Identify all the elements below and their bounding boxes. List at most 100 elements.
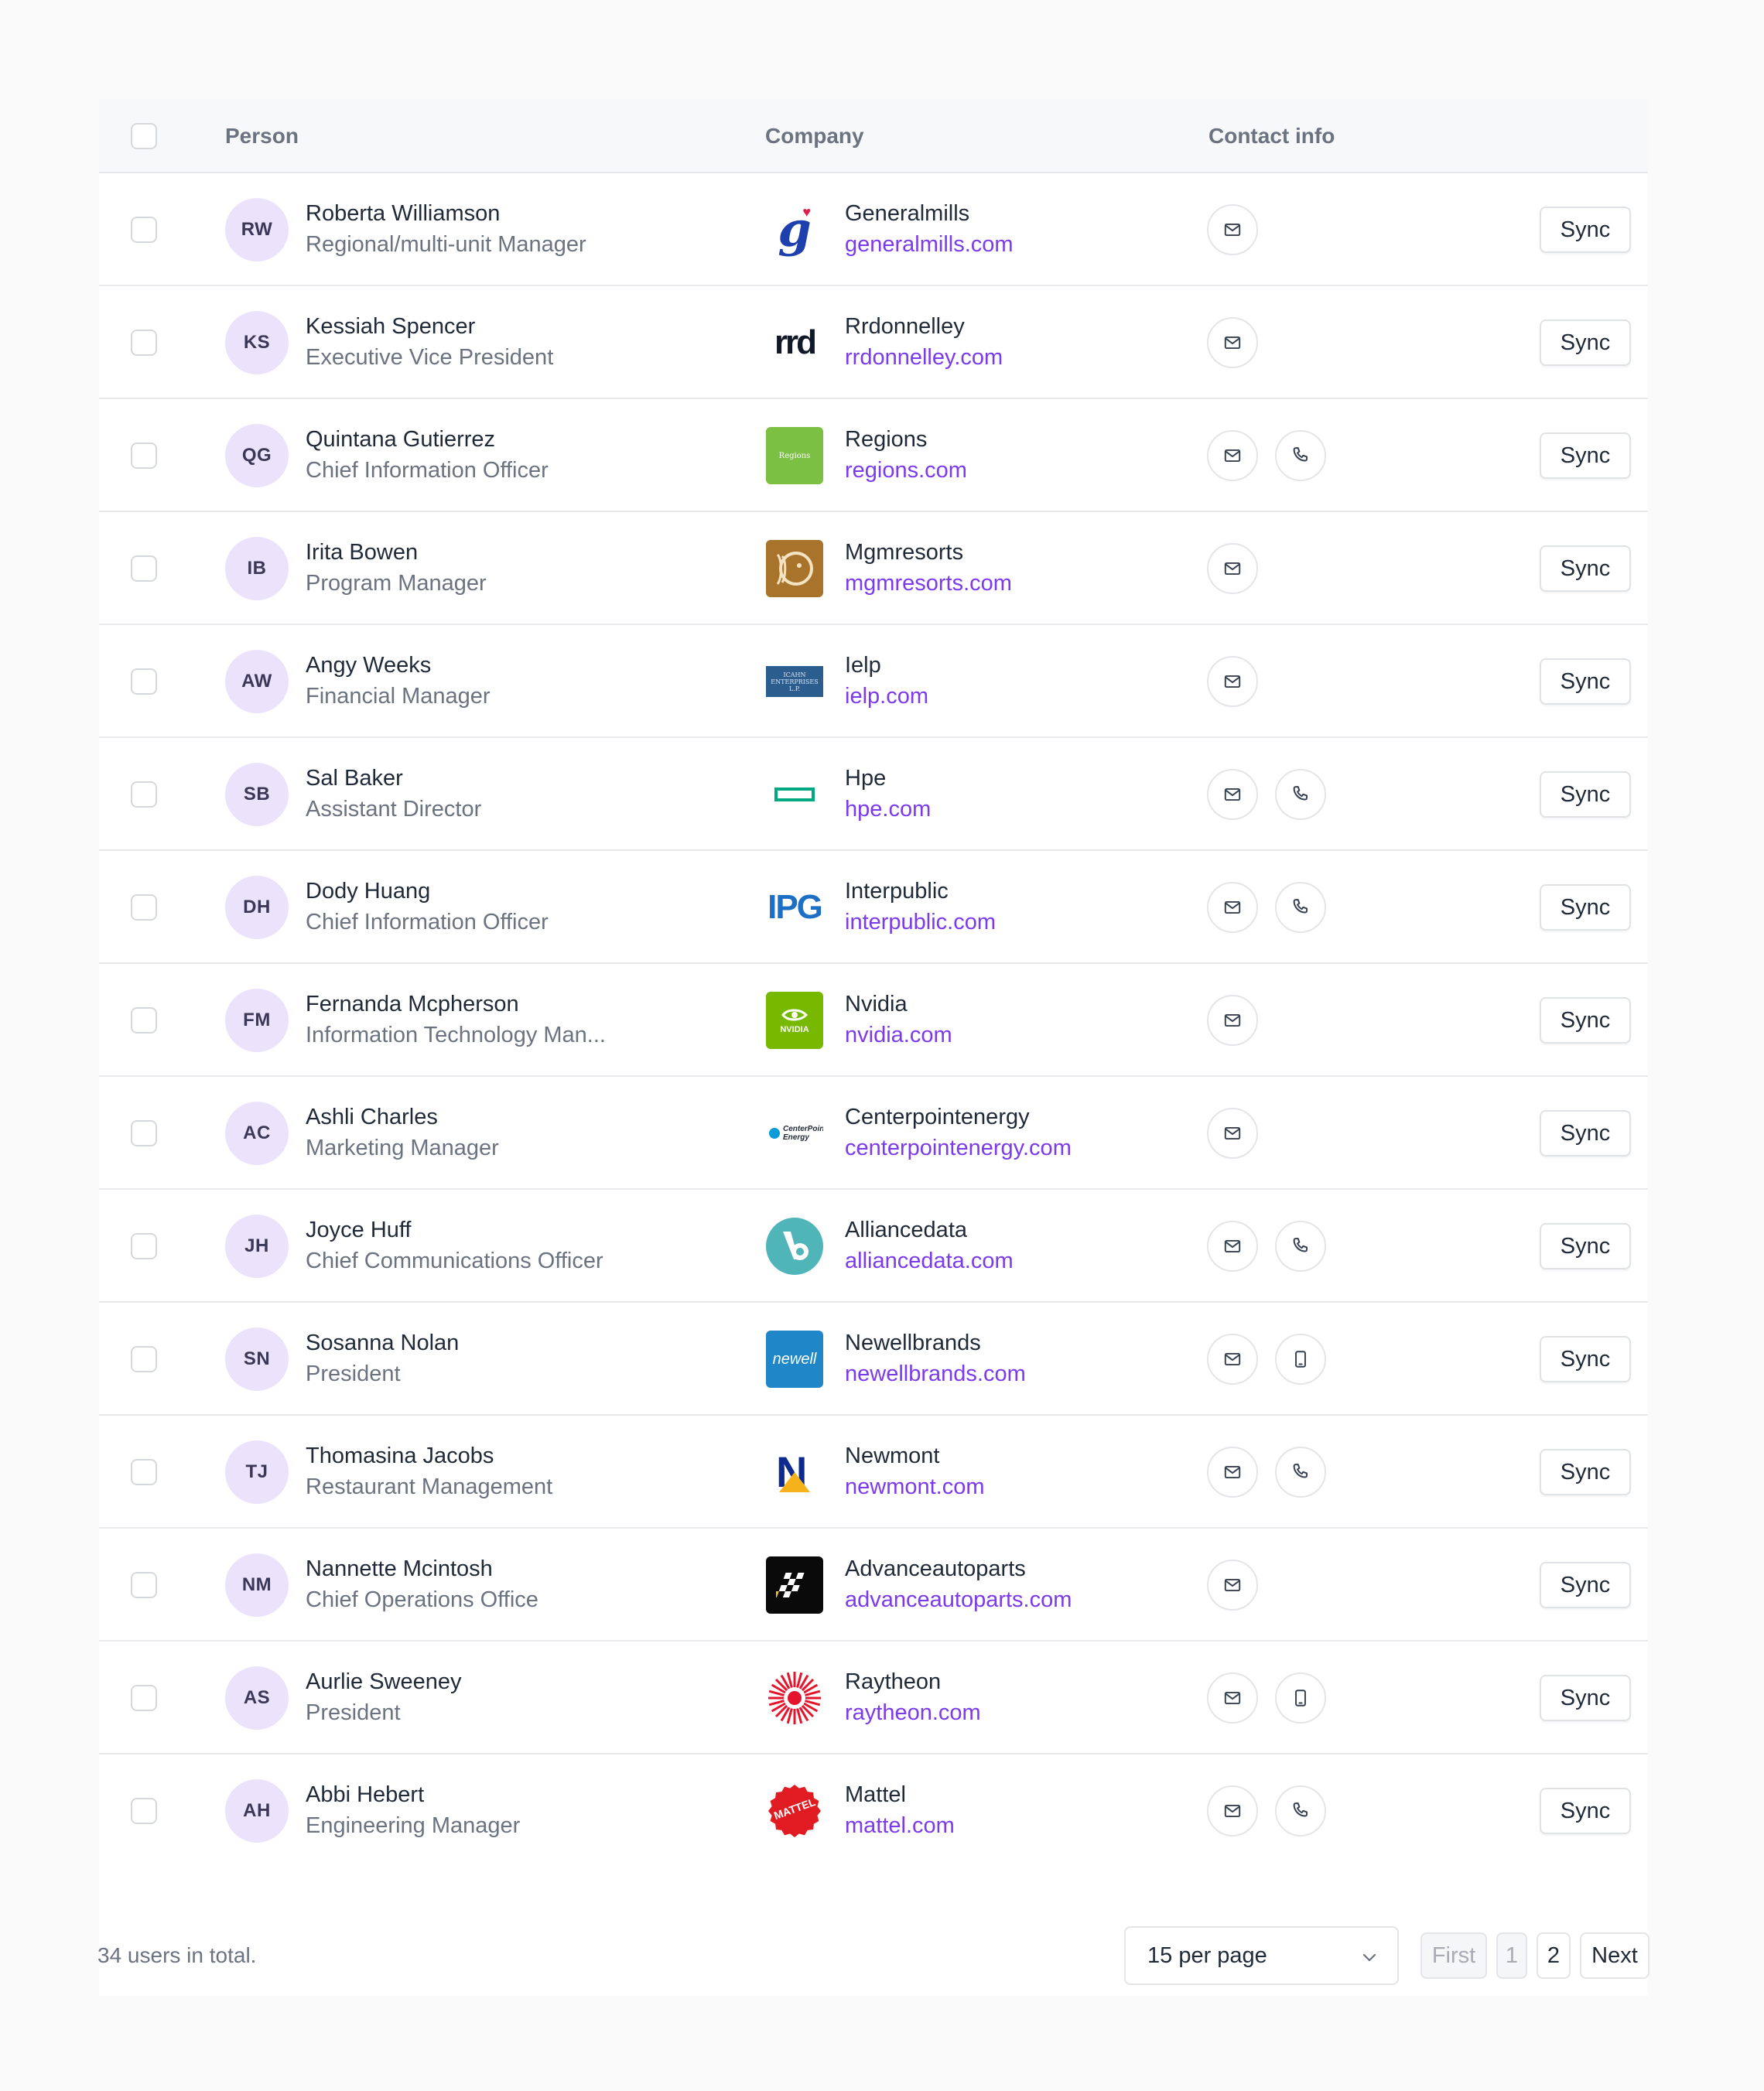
person-name[interactable]: Nannette Mcintosh xyxy=(306,1556,493,1581)
company-name: Rrdonnelley xyxy=(845,314,965,339)
person-name[interactable]: Abbi Hebert xyxy=(306,1782,425,1807)
person-name[interactable]: Kessiah Spencer xyxy=(306,314,476,339)
company-domain-link[interactable]: advanceautoparts.com xyxy=(845,1587,1072,1612)
phone-icon-button[interactable] xyxy=(1275,430,1326,481)
row-checkbox[interactable] xyxy=(131,442,157,469)
generalmills-logo: g ♥ xyxy=(778,201,812,258)
email-icon-button[interactable] xyxy=(1207,543,1258,594)
sync-button[interactable]: Sync xyxy=(1540,207,1631,253)
ielp-logo: ICAHN ENTERPRISES L.P. xyxy=(766,653,823,710)
sync-button[interactable]: Sync xyxy=(1540,1449,1631,1495)
email-icon-button[interactable] xyxy=(1207,204,1258,255)
row-checkbox[interactable] xyxy=(131,1346,157,1372)
email-icon-button[interactable] xyxy=(1207,882,1258,933)
row-checkbox[interactable] xyxy=(131,1233,157,1259)
row-checkbox[interactable] xyxy=(131,668,157,695)
next-page-button[interactable]: Next xyxy=(1580,1932,1649,1979)
person-name[interactable]: Fernanda Mcpherson xyxy=(306,992,519,1016)
sync-button[interactable]: Sync xyxy=(1540,319,1631,366)
sync-button[interactable]: Sync xyxy=(1540,771,1631,818)
company-domain-link[interactable]: interpublic.com xyxy=(845,910,997,934)
mobile-icon-button[interactable] xyxy=(1275,1672,1326,1724)
row-checkbox[interactable] xyxy=(131,1459,157,1485)
avatar: JH xyxy=(225,1215,289,1278)
email-icon-button[interactable] xyxy=(1207,317,1258,368)
email-icon-button[interactable] xyxy=(1207,995,1258,1046)
sync-button[interactable]: Sync xyxy=(1540,997,1631,1044)
sync-button[interactable]: Sync xyxy=(1540,1788,1631,1834)
row-checkbox[interactable] xyxy=(131,894,157,921)
row-checkbox[interactable] xyxy=(131,1798,157,1824)
email-icon-button[interactable] xyxy=(1207,656,1258,707)
column-header-person[interactable]: Person xyxy=(225,124,299,148)
person-title: President xyxy=(306,1700,401,1725)
company-domain-link[interactable]: mgmresorts.com xyxy=(845,571,1012,596)
company-domain-link[interactable]: generalmills.com xyxy=(845,232,1014,257)
company-domain-link[interactable]: newellbrands.com xyxy=(845,1362,1026,1386)
phone-icon-button[interactable] xyxy=(1275,1221,1326,1272)
avatar: AC xyxy=(225,1102,289,1165)
column-header-company[interactable]: Company xyxy=(765,124,864,148)
row-checkbox[interactable] xyxy=(131,1572,157,1598)
person-name[interactable]: Joyce Huff xyxy=(306,1218,412,1242)
column-header-contact: Contact info xyxy=(1208,124,1335,148)
email-icon-button[interactable] xyxy=(1207,1672,1258,1724)
email-icon-button[interactable] xyxy=(1207,1785,1258,1836)
sync-button[interactable]: Sync xyxy=(1540,1110,1631,1157)
page-1-button[interactable]: 1 xyxy=(1496,1932,1527,1979)
person-name[interactable]: Ashli Charles xyxy=(306,1105,438,1129)
person-name[interactable]: Thomasina Jacobs xyxy=(306,1444,494,1468)
sync-button[interactable]: Sync xyxy=(1540,432,1631,479)
sync-button[interactable]: Sync xyxy=(1540,658,1631,705)
first-page-button[interactable]: First xyxy=(1420,1932,1487,1979)
person-name[interactable]: Angy Weeks xyxy=(306,653,432,678)
row-checkbox[interactable] xyxy=(131,1007,157,1034)
select-all-checkbox[interactable] xyxy=(131,123,157,149)
row-checkbox[interactable] xyxy=(131,1685,157,1711)
company-domain-link[interactable]: regions.com xyxy=(845,458,967,483)
mobile-icon-button[interactable] xyxy=(1275,1334,1326,1385)
person-name[interactable]: Dody Huang xyxy=(306,879,431,904)
email-icon-button[interactable] xyxy=(1207,1221,1258,1272)
company-domain-link[interactable]: mattel.com xyxy=(845,1813,955,1838)
phone-icon-button[interactable] xyxy=(1275,882,1326,933)
person-name[interactable]: Quintana Gutierrez xyxy=(306,427,496,452)
table-row: TJ Thomasina Jacobs Restaurant Management N… xyxy=(99,1416,1648,1529)
row-checkbox[interactable] xyxy=(131,330,157,356)
page-2-button[interactable]: 2 xyxy=(1537,1932,1571,1979)
phone-icon-button[interactable] xyxy=(1275,1447,1326,1498)
person-name[interactable]: Roberta Williamson xyxy=(306,201,501,226)
email-icon-button[interactable] xyxy=(1207,1108,1258,1159)
person-name[interactable]: Sal Baker xyxy=(306,766,403,791)
sync-button[interactable]: Sync xyxy=(1540,884,1631,931)
sync-button[interactable]: Sync xyxy=(1540,1675,1631,1721)
phone-icon-button[interactable] xyxy=(1275,1785,1326,1836)
company-domain-link[interactable]: rrdonnelley.com xyxy=(845,345,1003,370)
sync-button[interactable]: Sync xyxy=(1540,1223,1631,1269)
sync-button[interactable]: Sync xyxy=(1540,1562,1631,1608)
company-domain-link[interactable]: ielp.com xyxy=(845,684,928,709)
company-domain-link[interactable]: newmont.com xyxy=(845,1474,985,1499)
email-icon-button[interactable] xyxy=(1207,430,1258,481)
row-checkbox[interactable] xyxy=(131,781,157,808)
email-icon-button[interactable] xyxy=(1207,1334,1258,1385)
person-name[interactable]: Aurlie Sweeney xyxy=(306,1669,462,1694)
sync-button[interactable]: Sync xyxy=(1540,545,1631,592)
per-page-value: 15 per page xyxy=(1147,1943,1267,1968)
company-domain-link[interactable]: hpe.com xyxy=(845,797,932,822)
company-domain-link[interactable]: centerpointenergy.com xyxy=(845,1136,1072,1160)
email-icon-button[interactable] xyxy=(1207,1447,1258,1498)
row-checkbox[interactable] xyxy=(131,555,157,582)
row-checkbox[interactable] xyxy=(131,1120,157,1146)
phone-icon-button[interactable] xyxy=(1275,769,1326,820)
company-domain-link[interactable]: raytheon.com xyxy=(845,1700,981,1725)
company-domain-link[interactable]: alliancedata.com xyxy=(845,1249,1014,1273)
company-domain-link[interactable]: nvidia.com xyxy=(845,1023,952,1047)
person-name[interactable]: Sosanna Nolan xyxy=(306,1331,460,1355)
sync-button[interactable]: Sync xyxy=(1540,1336,1631,1382)
row-checkbox[interactable] xyxy=(131,217,157,243)
per-page-select[interactable]: 15 per page xyxy=(1124,1926,1399,1985)
person-name[interactable]: Irita Bowen xyxy=(306,540,419,565)
email-icon-button[interactable] xyxy=(1207,769,1258,820)
email-icon-button[interactable] xyxy=(1207,1560,1258,1611)
